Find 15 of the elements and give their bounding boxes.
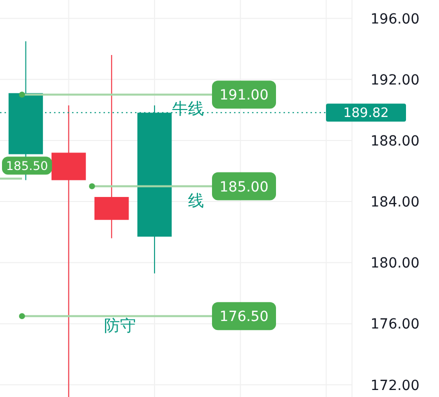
y-tick-label: 184.00 bbox=[370, 194, 420, 211]
annotation: 线 bbox=[188, 191, 204, 210]
annotation: 防守 bbox=[104, 316, 136, 335]
annotation: 牛线 bbox=[172, 99, 204, 118]
ref-line-label: 176.50 bbox=[220, 309, 268, 326]
y-tick-label: 192.00 bbox=[370, 72, 420, 88]
ref-line-label: 191.00 bbox=[220, 88, 268, 104]
ref-line-label: 185.50 bbox=[6, 158, 48, 173]
ref-line-label: 189.82 bbox=[343, 106, 389, 122]
y-tick-label: 176.00 bbox=[370, 316, 420, 333]
y-tick-label: 196.00 bbox=[370, 11, 420, 28]
ref-line-label: 185.00 bbox=[220, 179, 268, 196]
y-tick-label: 188.00 bbox=[370, 133, 420, 150]
y-tick-label: 180.00 bbox=[370, 256, 420, 272]
y-tick-label: 172.00 bbox=[370, 378, 420, 394]
